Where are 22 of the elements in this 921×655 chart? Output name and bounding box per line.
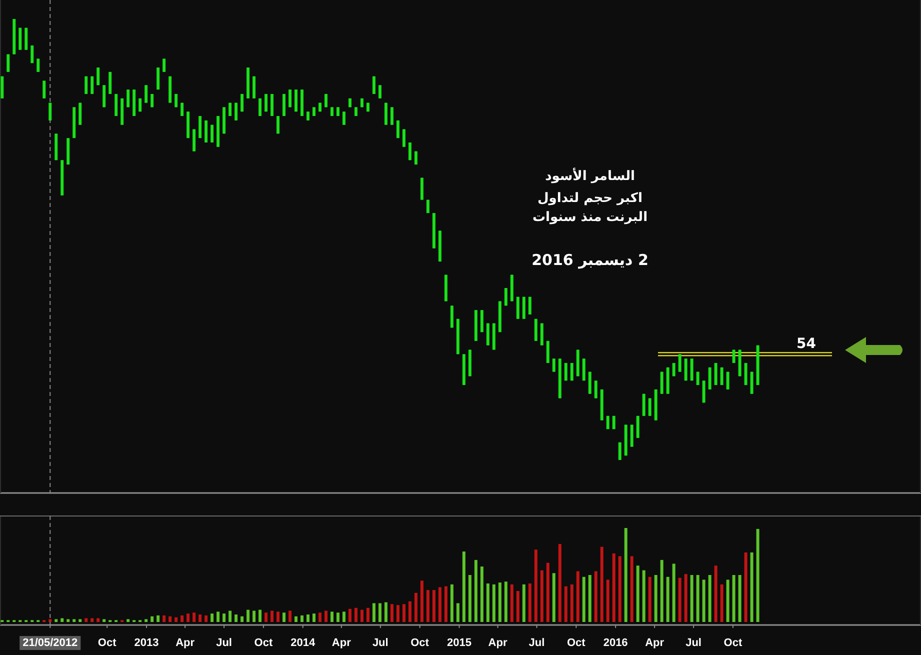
x-tick-label: 21/05/2012 — [22, 637, 78, 649]
x-tick-label: 2014 — [290, 637, 316, 649]
annotation: 2 ديسمبر 2016 — [532, 251, 648, 269]
x-tick-label: Jul — [528, 637, 545, 649]
x-tick-label: 2016 — [603, 637, 628, 649]
x-tick-label: Apr — [176, 637, 196, 649]
x-tick-label: Oct — [566, 637, 586, 649]
x-tick-label: Oct — [410, 637, 430, 649]
annotation: السامر الأسود — [545, 167, 635, 184]
x-tick-label: Jul — [372, 637, 388, 649]
x-tick-label: Oct — [724, 637, 742, 649]
x-tick-label: Oct — [98, 637, 117, 649]
x-tick-label: Jul — [216, 637, 232, 649]
x-tick-label: 2015 — [446, 637, 472, 649]
annotation: 54 — [796, 336, 816, 352]
x-tick-label: Apr — [332, 637, 352, 649]
x-tick-label: 2013 — [134, 637, 159, 649]
x-tick-label: Jul — [686, 637, 702, 649]
x-tick-label: Oct — [254, 637, 273, 649]
x-tick-label: Apr — [488, 637, 508, 649]
annotation: اكبر حجم لتداول البرنت منذ سنوات — [532, 191, 648, 225]
x-tick-label: Apr — [645, 637, 665, 649]
